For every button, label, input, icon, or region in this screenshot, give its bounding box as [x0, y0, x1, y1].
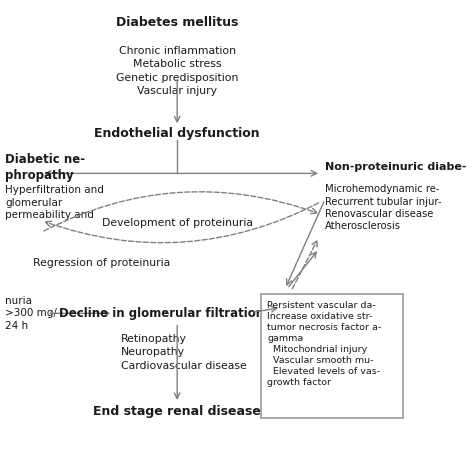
Text: Microhemodynamic re-
Recurrent tubular injur-
Renovascular disease
Atheroscleros: Microhemodynamic re- Recurrent tubular i… [325, 184, 441, 231]
FancyBboxPatch shape [261, 293, 403, 419]
Text: Endothelial dysfunction: Endothelial dysfunction [94, 127, 260, 140]
Text: Hyperfiltration and
glomerular
permeability and: Hyperfiltration and glomerular permeabil… [5, 185, 104, 220]
Text: Non-proteinuric diabe-: Non-proteinuric diabe- [325, 162, 466, 172]
Text: Regression of proteinuria: Regression of proteinuria [33, 258, 170, 268]
Text: Diabetes mellitus: Diabetes mellitus [116, 16, 238, 29]
Text: nuria
>300 mg/
24 h: nuria >300 mg/ 24 h [5, 296, 57, 331]
Text: Chronic inflammation
Metabolic stress
Genetic predisposition
Vascular injury: Chronic inflammation Metabolic stress Ge… [116, 46, 238, 96]
Text: Development of proteinuria: Development of proteinuria [102, 218, 253, 228]
Text: Decline in glomerular filtration rate: Decline in glomerular filtration rate [59, 307, 296, 320]
Text: Retinopathy
Neuropathy
Cardiovascular disease: Retinopathy Neuropathy Cardiovascular di… [121, 334, 247, 371]
Text: Persistent vascular da-
Increase oxidative str-
tumor necrosis factor a-
gamma
 : Persistent vascular da- Increase oxidati… [267, 301, 381, 387]
Text: End stage renal disease: End stage renal disease [93, 405, 261, 418]
Text: Diabetic ne-
phropathy: Diabetic ne- phropathy [5, 153, 85, 182]
